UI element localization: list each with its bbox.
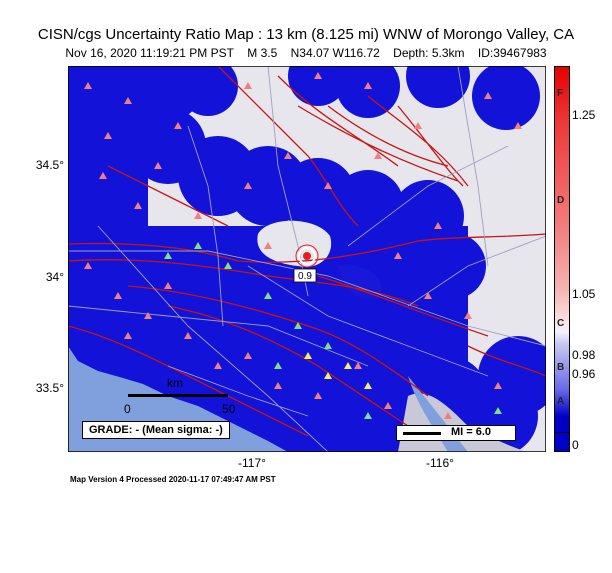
triangle-icon [314, 72, 322, 79]
epicenter-label-box [293, 268, 317, 283]
seismic-stations [84, 72, 522, 419]
triangle-icon [364, 82, 372, 89]
triangle-icon [264, 292, 272, 299]
triangle-icon [364, 382, 372, 389]
coverage-patch [338, 265, 382, 299]
triangle-icon [394, 252, 402, 259]
triangle-icon [494, 407, 502, 414]
triangle-icon [314, 392, 322, 399]
event-depth: Depth: 5.3km [393, 46, 465, 60]
triangle-icon [294, 322, 302, 329]
lat-label-33-5: 33.5° [35, 381, 64, 395]
scale-start: 0 [124, 402, 131, 416]
triangle-icon [344, 362, 352, 369]
triangle-icon [264, 242, 272, 249]
triangle-icon [84, 82, 92, 89]
roads [68, 66, 546, 452]
gray-hole [257, 220, 332, 267]
colorbar [554, 66, 570, 452]
colorbar-tick-1-05: 1.05 [572, 287, 596, 301]
scale-bar [128, 394, 228, 397]
triangle-icon [84, 262, 92, 269]
colorbar-tick-0: 0 [572, 438, 579, 452]
triangle-icon [494, 382, 502, 389]
triangle-icon [324, 342, 332, 349]
triangle-icon [154, 162, 162, 169]
colorbar-tick-1-25: 1.25 [572, 108, 596, 122]
grade-a: A [557, 396, 565, 407]
epicenter-label: 0.9 [298, 271, 312, 282]
triangle-icon [194, 212, 202, 219]
triangle-icon [134, 202, 142, 209]
colorbar-tick-0-98: 0.98 [572, 348, 596, 362]
triangle-icon [214, 362, 222, 369]
triangle-icon [324, 372, 332, 379]
triangle-icon [364, 412, 372, 419]
triangle-icon [274, 382, 282, 389]
colorbar-tick-0-96: 0.96 [572, 367, 596, 381]
triangle-icon [464, 312, 472, 319]
triangle-icon [244, 352, 252, 359]
map-title: CISN/cgs Uncertainty Ratio Map : 13 km (… [37, 26, 575, 43]
lon-label-116: -116° [426, 456, 454, 470]
triangle-icon [194, 242, 202, 249]
triangle-icon [114, 292, 122, 299]
event-id: ID:39467983 [477, 46, 547, 60]
triangle-icon [244, 82, 252, 89]
colorbar-zero-segment [554, 432, 570, 452]
triangle-icon [164, 252, 172, 259]
event-location: N34.07 W116.72 [290, 46, 380, 60]
triangle-icon [224, 262, 232, 269]
triangle-icon [144, 312, 152, 319]
lat-label-34-5: 34.5° [35, 158, 64, 172]
triangle-icon [374, 152, 382, 159]
triangle-icon [274, 362, 282, 369]
scale-unit: km [167, 376, 183, 390]
triangle-icon [424, 292, 432, 299]
triangle-icon [354, 362, 362, 369]
triangle-icon [484, 92, 492, 99]
event-datetime: Nov 16, 2020 11:19:21 PM PST [65, 46, 234, 60]
triangle-icon [104, 132, 112, 139]
event-info: Nov 16, 2020 11:19:21 PM PST M 3.5 N34.0… [0, 46, 612, 60]
triangle-icon [414, 122, 422, 129]
triangle-icon [514, 122, 522, 129]
triangle-icon [99, 172, 107, 179]
grade-label: GRADE: - (Mean sigma: -) [82, 421, 230, 439]
lat-label-34: 34° [45, 270, 64, 284]
uncertainty-map[interactable]: 0.9 [68, 66, 546, 452]
scale-end: 50 [222, 402, 236, 416]
triangle-icon [384, 402, 392, 409]
triangle-icon [324, 182, 332, 189]
lon-label-117: -117° [238, 456, 266, 470]
event-magnitude: M 3.5 [247, 46, 278, 60]
grade-b: B [557, 362, 565, 373]
mi-legend-bar [403, 432, 441, 435]
grade-f: F [557, 88, 564, 99]
triangle-icon [284, 152, 292, 159]
triangle-icon [174, 122, 182, 129]
grade-d: D [557, 195, 565, 206]
triangle-icon [244, 182, 252, 189]
triangle-icon [124, 97, 132, 104]
triangle-icon [184, 332, 192, 339]
triangle-icon [434, 222, 442, 229]
triangle-icon [444, 412, 452, 419]
map-footer: Map Version 4 Processed 2020-11-17 07:49… [70, 475, 276, 484]
triangle-icon [304, 352, 312, 359]
grade-c: C [557, 318, 565, 329]
fault-lines [68, 66, 546, 437]
triangle-icon [124, 332, 132, 339]
triangle-icon [164, 282, 172, 289]
mi-legend-label: MI = 6.0 [451, 426, 492, 438]
mi-legend: MI = 6.0 [396, 425, 516, 441]
epicenter-star-icon[interactable] [295, 244, 319, 268]
